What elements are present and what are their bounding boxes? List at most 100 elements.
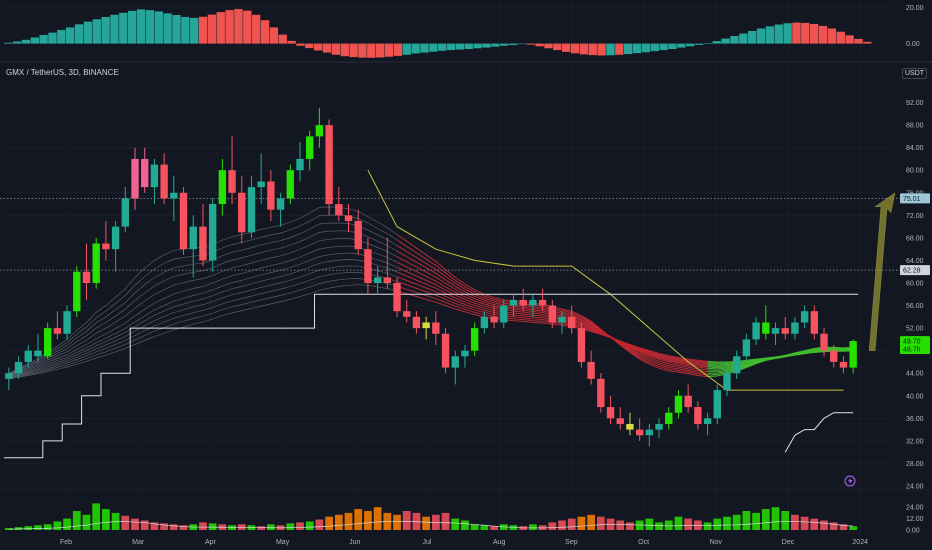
ribbon-segment	[532, 312, 543, 315]
candle-body	[92, 243, 100, 283]
candle-body	[335, 204, 343, 216]
ribbon-segment	[639, 355, 650, 362]
ribbon-segment	[658, 353, 669, 358]
volume-bar	[334, 514, 343, 530]
ribbon-segment	[746, 361, 757, 365]
ribbon-segment	[416, 266, 427, 273]
price-badge	[900, 343, 930, 354]
oscillator-bar	[765, 26, 775, 44]
ribbon-segment	[532, 309, 543, 312]
volume-bar	[131, 518, 139, 530]
oscillator-bar	[615, 43, 624, 55]
volume-bar	[839, 524, 848, 530]
month-label: 2024	[852, 539, 868, 546]
volume-bar	[24, 526, 33, 530]
ribbon-segment	[668, 368, 679, 371]
ribbon-segment	[454, 279, 466, 288]
volume-bar	[616, 520, 625, 530]
ribbon-segment	[406, 266, 417, 273]
volume-bar	[761, 509, 770, 530]
ribbon-segment	[697, 363, 708, 366]
volume-average-line	[8, 521, 854, 530]
oscillator-bar	[296, 43, 305, 46]
price-tick-label: 68.00	[906, 235, 924, 242]
volume-bar	[72, 511, 81, 530]
ribbon-segment	[464, 296, 475, 302]
ribbon-segment	[590, 329, 602, 334]
candle-body	[703, 418, 712, 424]
ribbon-segment	[697, 364, 708, 367]
oscillator-bar	[198, 16, 208, 44]
ribbon-segment	[503, 304, 514, 307]
ribbon-segment	[707, 375, 718, 378]
ribbon-segment	[425, 258, 437, 266]
ribbon-segment	[658, 358, 669, 363]
ribbon-segment	[619, 342, 631, 350]
ribbon-segment	[455, 294, 466, 300]
oscillator-bar	[712, 41, 721, 44]
oscillator-bar	[39, 34, 48, 44]
candle-body	[276, 198, 285, 210]
volume-bar	[402, 511, 411, 530]
ribbon-segment	[532, 314, 543, 317]
ribbon-segment	[455, 282, 466, 290]
ribbon-segment	[639, 349, 650, 355]
oscillator-bar	[668, 43, 677, 49]
ribbon-segment	[455, 308, 466, 313]
candle-body	[538, 299, 547, 306]
volume-bar	[82, 514, 91, 530]
candle-body	[238, 192, 246, 233]
ribbon-segment	[532, 320, 543, 322]
candle-body	[509, 299, 518, 306]
price-badge-label: 75.01	[903, 196, 921, 203]
volume-bar	[461, 520, 469, 530]
currency-unit[interactable]: USDT	[902, 68, 928, 79]
oscillator-bar	[128, 10, 137, 44]
projection-arrow	[868, 192, 896, 351]
ribbon-segment	[464, 308, 475, 313]
oscillator-bar	[553, 43, 562, 51]
candle-body	[102, 243, 110, 250]
ribbon-segment	[629, 348, 640, 356]
ribbon-segment	[474, 298, 485, 303]
volume-bar	[92, 503, 101, 530]
oscillator-bar	[252, 14, 261, 44]
ribbon-segment	[746, 361, 757, 365]
ribbon-segment	[493, 297, 504, 301]
volume-bar	[596, 516, 605, 530]
ribbon-segment	[406, 251, 417, 258]
ribbon-segment	[396, 234, 408, 242]
candle-body	[432, 322, 440, 334]
candle-body	[830, 350, 838, 362]
price-tick-label: 32.00	[906, 438, 924, 445]
ribbon-segment	[804, 347, 815, 352]
candle-body	[14, 361, 23, 374]
ribbon-segment	[649, 357, 660, 362]
ribbon-segment	[523, 309, 533, 312]
price-tick-label: 88.00	[906, 123, 924, 130]
ribbon-segment	[590, 328, 602, 334]
ribbon-segment	[484, 303, 495, 307]
volume-bar	[266, 524, 275, 530]
candle-body	[451, 356, 459, 368]
ribbon-segment	[581, 318, 592, 325]
ribbon-segment	[406, 288, 417, 293]
candle-body	[548, 305, 556, 323]
ribbon-segment	[513, 310, 524, 313]
volume-bar	[752, 512, 760, 530]
volume-bar	[849, 526, 858, 530]
oscillator-bar	[508, 43, 518, 46]
symbol-legend[interactable]: GMX / TetherUS, 3D, BINANCE	[6, 68, 119, 77]
price-tick-label: 52.00	[906, 326, 924, 333]
ribbon-segment	[639, 347, 650, 352]
volume-tick-label: 0.00	[906, 528, 920, 535]
ribbon-segment	[590, 331, 601, 335]
oscillator-bar	[659, 43, 668, 51]
candle-body	[441, 333, 450, 368]
ribbon-segment	[668, 356, 679, 359]
volume-bar	[791, 514, 799, 530]
ribbon-segment	[445, 276, 456, 284]
candle-body	[490, 316, 498, 323]
candle-body	[733, 356, 741, 374]
ribbon-segment	[455, 297, 466, 303]
